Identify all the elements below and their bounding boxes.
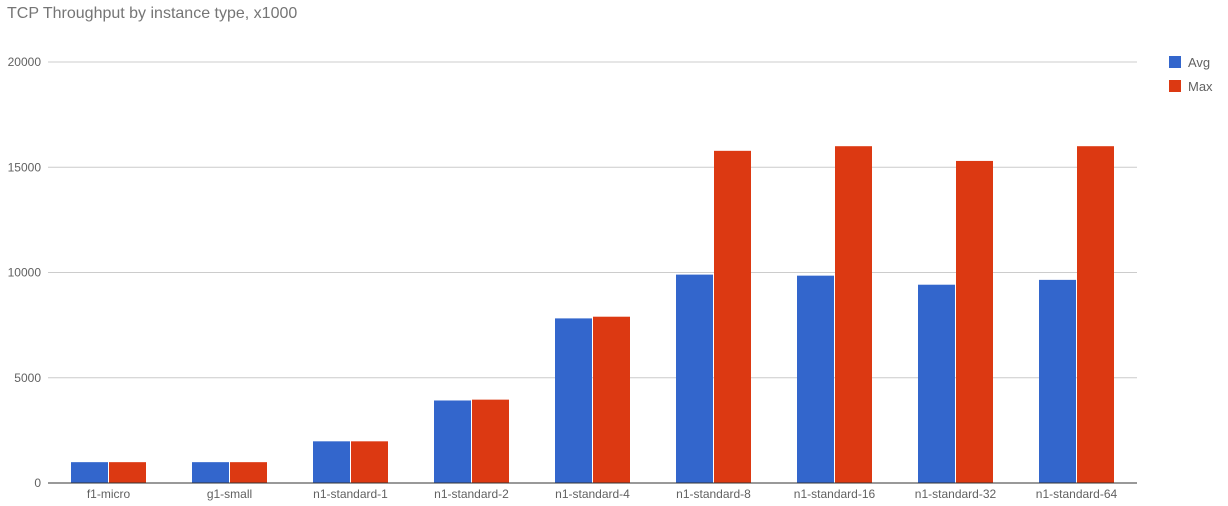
legend: Avg Max (1169, 55, 1213, 94)
x-tick-label: n1-standard-8 (676, 487, 751, 501)
bar-max-n1-standard-2[interactable] (472, 399, 509, 483)
y-axis-ticks: 0 5000 10000 15000 20000 (8, 55, 42, 490)
x-tick-label: n1-standard-32 (915, 487, 997, 501)
bar-max-n1-standard-4[interactable] (593, 316, 630, 483)
bar-avg-n1-standard-64[interactable] (1039, 279, 1076, 483)
x-tick-label: n1-standard-16 (794, 487, 876, 501)
y-tick-label: 0 (34, 476, 41, 490)
x-tick-label: n1-standard-64 (1036, 487, 1118, 501)
bar-max-n1-standard-16[interactable] (835, 146, 872, 483)
x-tick-label: n1-standard-2 (434, 487, 509, 501)
y-tick-label: 20000 (8, 55, 42, 69)
y-tick-label: 5000 (14, 371, 41, 385)
legend-label-max: Max (1188, 79, 1213, 94)
bar-avg-n1-standard-32[interactable] (918, 284, 955, 483)
bar-avg-g1-small[interactable] (192, 462, 229, 483)
legend-swatch-max (1169, 80, 1181, 92)
x-tick-label: f1-micro (87, 487, 131, 501)
bar-avg-n1-standard-16[interactable] (797, 275, 834, 483)
x-tick-label: n1-standard-4 (555, 487, 630, 501)
legend-swatch-avg (1169, 56, 1181, 68)
bar-max-n1-standard-64[interactable] (1077, 146, 1114, 483)
legend-label-avg: Avg (1188, 55, 1210, 70)
bar-max-n1-standard-32[interactable] (956, 160, 993, 483)
bar-avg-f1-micro[interactable] (71, 462, 108, 483)
y-tick-label: 10000 (8, 266, 42, 280)
bar-avg-n1-standard-8[interactable] (676, 274, 713, 483)
x-tick-label: g1-small (207, 487, 252, 501)
bar-avg-n1-standard-1[interactable] (313, 441, 350, 483)
x-axis-ticks: f1-micro g1-small n1-standard-1 n1-standard… (87, 487, 1118, 501)
bar-max-n1-standard-1[interactable] (351, 441, 388, 483)
bar-avg-n1-standard-4[interactable] (555, 318, 592, 483)
bar-max-f1-micro[interactable] (109, 462, 146, 483)
y-tick-label: 15000 (8, 160, 42, 174)
x-tick-label: n1-standard-1 (313, 487, 388, 501)
gridlines (48, 61, 1137, 379)
chart-title: TCP Throughput by instance type, x1000 (7, 5, 297, 22)
bar-max-g1-small[interactable] (230, 462, 267, 483)
bars (71, 146, 1114, 483)
bar-avg-n1-standard-2[interactable] (434, 400, 471, 483)
bar-max-n1-standard-8[interactable] (714, 150, 751, 483)
